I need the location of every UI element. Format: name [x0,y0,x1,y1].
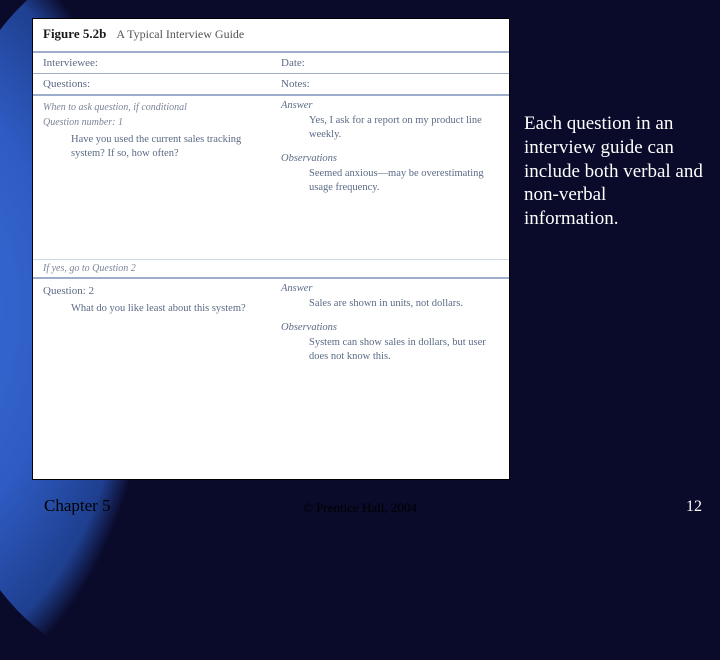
q2-answer-text: Sales are shown in units, not dollars. [281,294,499,313]
question-1-block: When to ask question, if conditional Que… [33,96,509,277]
q2-obs-label: Observations [281,312,499,333]
figure-title-row: Figure 5.2b A Typical Interview Guide [33,19,509,53]
questions-col-label: Questions: [33,74,271,94]
q1-number-meta: Question number: 1 [43,115,261,130]
q2-question-text: What do you like least about this system… [43,299,261,318]
q2-obs-text: System can show sales in dollars, but us… [281,333,499,365]
date-label: Date: [271,53,509,73]
q1-obs-label: Observations [281,143,499,164]
q2-number-meta: Question: 2 [43,283,261,299]
columns-header: Questions: Notes: [33,74,509,96]
q1-answer-text: Yes, I ask for a report on my product li… [281,111,499,143]
interviewee-label: Interviewee: [33,53,271,73]
q1-question-text: Have you used the current sales tracking… [43,130,261,162]
footer-page-number: 12 [686,498,702,516]
slide-annotation: Each question in an interview guide can … [524,112,704,231]
header-interviewee-date: Interviewee: Date: [33,53,509,74]
q1-answer-label: Answer [281,100,499,111]
q1-goto: If yes, go to Question 2 [33,259,509,277]
q1-obs-text: Seemed anxious—may be overestimating usa… [281,164,499,196]
figure-number: Figure 5.2b [43,26,106,41]
footer-copyright: © Prentice Hall, 2004 [0,500,720,516]
q2-answer-label: Answer [281,283,499,294]
question-2-block: Question: 2 What do you like least about… [33,277,509,380]
figure-caption: A Typical Interview Guide [116,27,244,41]
notes-col-label: Notes: [271,74,509,94]
figure-container: Figure 5.2b A Typical Interview Guide In… [32,18,510,480]
q1-when-meta: When to ask question, if conditional [43,100,261,115]
